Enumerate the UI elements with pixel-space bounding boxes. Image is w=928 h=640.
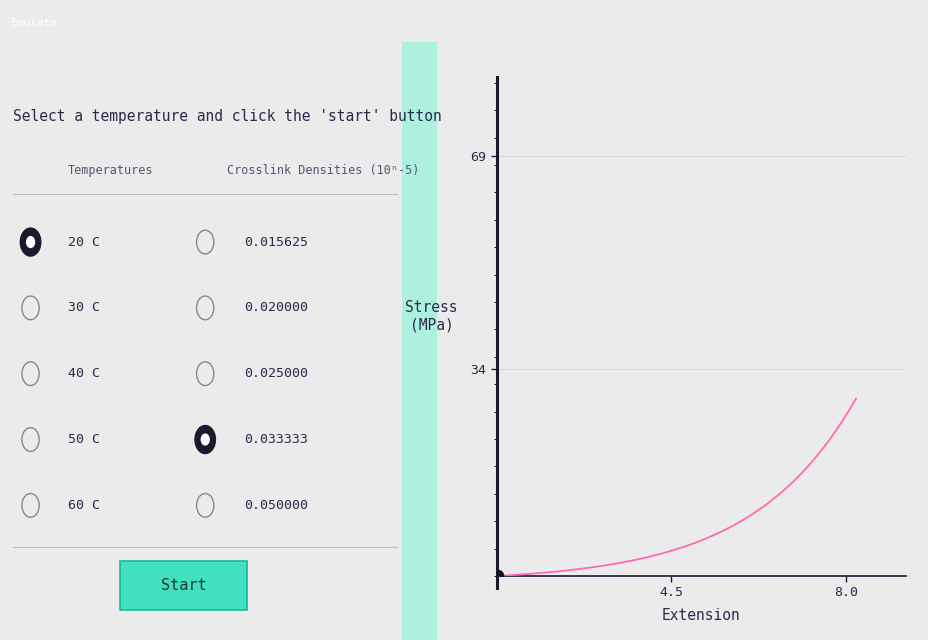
Text: 30 C: 30 C	[68, 301, 99, 314]
Text: 60 C: 60 C	[68, 499, 99, 512]
FancyBboxPatch shape	[401, 42, 436, 640]
Text: 20 C: 20 C	[68, 236, 99, 248]
Text: 0.050000: 0.050000	[244, 499, 308, 512]
Text: Select a temperature and click the 'start' button: Select a temperature and click the 'star…	[13, 109, 442, 124]
Text: 0.020000: 0.020000	[244, 301, 308, 314]
Text: 0.033333: 0.033333	[244, 433, 308, 446]
Text: Temperatures: Temperatures	[68, 164, 153, 177]
Circle shape	[201, 434, 209, 445]
Text: 50 C: 50 C	[68, 433, 99, 446]
FancyBboxPatch shape	[120, 561, 247, 610]
Circle shape	[27, 237, 34, 248]
Text: Crosslink Densities (10ⁿ-5): Crosslink Densities (10ⁿ-5)	[226, 164, 419, 177]
Text: 0.025000: 0.025000	[244, 367, 308, 380]
Text: Start: Start	[161, 578, 206, 593]
Text: 0.015625: 0.015625	[244, 236, 308, 248]
Circle shape	[20, 228, 41, 256]
Circle shape	[195, 426, 215, 454]
Text: 40 C: 40 C	[68, 367, 99, 380]
X-axis label: Extension: Extension	[662, 608, 740, 623]
Y-axis label: Stress
(MPa): Stress (MPa)	[405, 300, 458, 333]
Text: Emulate: Emulate	[11, 18, 58, 28]
